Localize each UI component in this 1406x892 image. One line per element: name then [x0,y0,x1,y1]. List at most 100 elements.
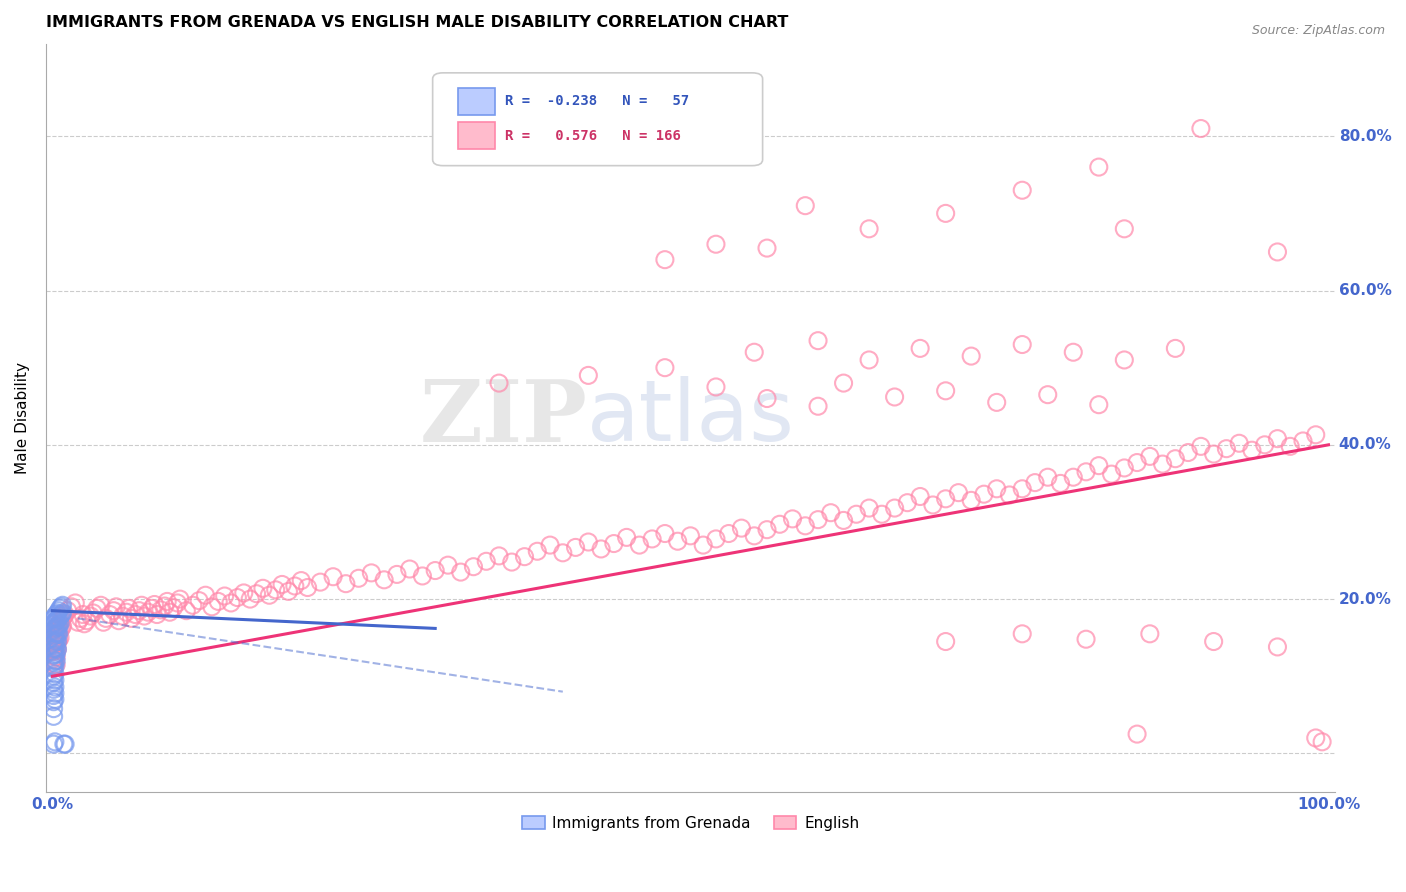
Point [1189,121,1212,136]
Point [717,526,740,541]
Point [105,599,128,614]
Point [692,538,714,552]
Text: 80.0%: 80.0% [1339,128,1392,144]
Point [1126,456,1149,470]
Point [1279,439,1302,453]
Point [46,627,69,641]
Point [98,607,121,622]
Point [121,611,143,625]
Point [45,622,67,636]
Point [1305,731,1327,745]
Point [42,656,65,670]
Point [42,701,65,715]
Point [42,611,65,625]
Point [1254,438,1277,452]
Point [146,607,169,622]
Point [51,614,73,628]
Bar [458,87,495,115]
Point [72,607,94,622]
Point [807,399,830,413]
Point [44,654,66,668]
Point [42,624,65,639]
Point [46,634,69,648]
Point [107,614,129,628]
Point [935,491,957,506]
Point [488,549,510,563]
Point [1152,457,1174,471]
Legend: Immigrants from Grenada, English: Immigrants from Grenada, English [516,809,865,837]
Point [46,606,69,620]
Point [654,526,676,541]
Point [42,709,65,723]
Point [194,588,217,602]
Point [44,622,66,636]
Point [704,532,727,546]
Point [1088,160,1111,174]
Point [46,627,69,641]
Point [603,536,626,550]
Point [832,376,855,390]
Point [42,669,65,683]
Point [284,579,307,593]
Point [1011,627,1033,641]
Point [49,609,72,624]
Point [153,599,176,613]
Point [1292,434,1315,448]
Point [42,689,65,703]
Point [52,737,75,751]
Point [1189,439,1212,453]
Point [666,534,689,549]
Point [73,616,96,631]
Point [807,513,830,527]
Point [986,395,1008,409]
Point [309,575,332,590]
Point [960,349,983,363]
Point [44,615,66,630]
Point [526,544,548,558]
Point [45,607,67,622]
Point [935,634,957,648]
Point [42,642,65,657]
Point [277,584,299,599]
Point [42,639,65,653]
Point [883,390,905,404]
Point [1036,387,1059,401]
Point [1164,342,1187,356]
Point [858,353,880,368]
Point [45,640,67,654]
Point [44,631,66,645]
Point [756,241,779,255]
Point [858,222,880,236]
Point [42,661,65,675]
Point [42,616,65,631]
Point [44,634,66,648]
Point [44,686,66,700]
Point [44,644,66,658]
Point [46,634,69,648]
Point [1049,476,1071,491]
Point [297,581,319,595]
Text: 20.0%: 20.0% [1339,591,1392,607]
Point [1114,353,1136,368]
Point [450,565,472,579]
Point [48,627,70,641]
Point [44,650,66,665]
Point [45,657,67,672]
Point [42,659,65,673]
Point [53,607,76,622]
Point [704,237,727,252]
Point [463,559,485,574]
Point [219,596,242,610]
Point [347,571,370,585]
Point [290,574,312,588]
Point [44,692,66,706]
Point [1126,727,1149,741]
Point [45,632,67,647]
Point [1227,436,1250,450]
Point [46,612,69,626]
Point [756,392,779,406]
Point [1177,445,1199,459]
Point [832,513,855,527]
Point [1240,443,1263,458]
Point [52,609,75,624]
